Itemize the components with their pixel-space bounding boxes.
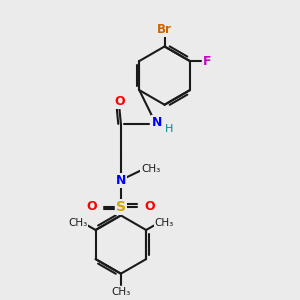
- Text: O: O: [145, 200, 155, 213]
- Text: O: O: [114, 95, 125, 108]
- Text: N: N: [152, 116, 163, 129]
- Text: N: N: [116, 174, 126, 187]
- Text: S: S: [116, 200, 126, 214]
- Text: CH₃: CH₃: [141, 164, 160, 174]
- Text: CH₃: CH₃: [68, 218, 87, 228]
- Text: Br: Br: [157, 23, 172, 36]
- Text: F: F: [203, 55, 212, 68]
- Text: O: O: [86, 200, 97, 213]
- Text: CH₃: CH₃: [111, 287, 130, 297]
- Text: H: H: [165, 124, 173, 134]
- Text: CH₃: CH₃: [154, 218, 174, 228]
